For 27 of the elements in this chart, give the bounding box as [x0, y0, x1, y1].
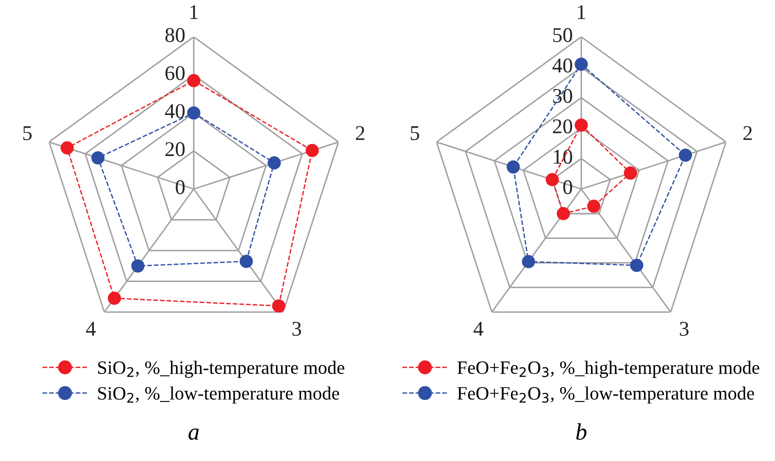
spoke-label: 2: [356, 126, 364, 140]
y-tick-label: 0: [176, 180, 185, 194]
y-tick-label: 50: [553, 28, 572, 42]
spoke-label: 3: [680, 322, 689, 336]
y-tick-label: 60: [165, 66, 185, 80]
y-tick-label: 30: [553, 88, 572, 103]
spoke-label: 1: [190, 5, 198, 19]
legend-label: FeO+Fe$_{2}$O$_{3}$, %_high-temperature mode: [457, 360, 760, 378]
y-tick-label: 80: [165, 28, 185, 42]
spoke-label: 4: [474, 322, 484, 336]
legend-label: FeO+Fe$_{2}$O$_{3}$, %_low-temperature mode: [457, 386, 754, 404]
text: b: [576, 423, 586, 440]
y-tick-label: 40: [164, 104, 185, 118]
legend-label: SiO$_{2}$, %_low-temperature mode: [98, 386, 340, 404]
y-tick-label: 20: [166, 142, 185, 156]
y-tick-label: 20: [553, 119, 572, 134]
y-tick-label: 10: [554, 150, 572, 164]
spoke-label: 4: [86, 322, 96, 336]
spoke-label: 3: [292, 322, 302, 336]
y-tick-label: 0: [563, 180, 572, 194]
spoke-label: 5: [23, 126, 32, 140]
spoke-label: 5: [410, 126, 420, 140]
y-tick-label: 40: [552, 58, 572, 73]
spoke-label: 2: [743, 126, 752, 140]
legend-label: SiO$_{2}$, %_high-temperature mode: [98, 360, 344, 378]
text: a: [188, 428, 199, 440]
spoke-label: 1: [578, 5, 586, 19]
